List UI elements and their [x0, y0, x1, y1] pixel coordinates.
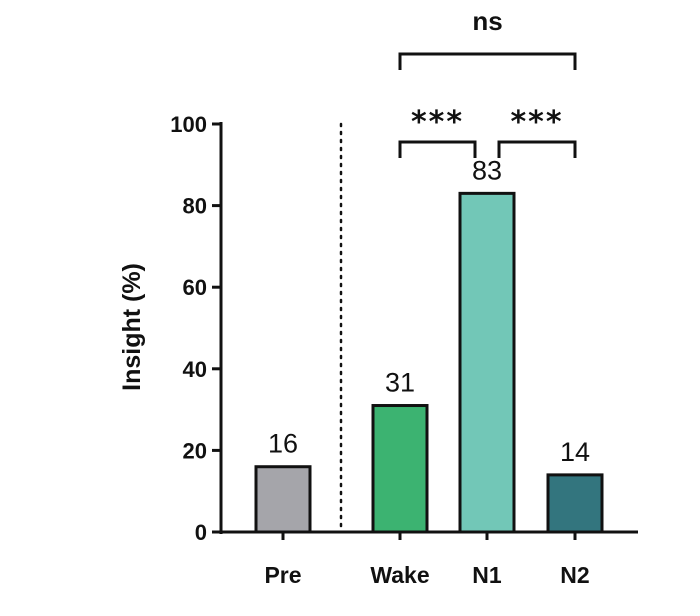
x-tick-label-n1: N1 [472, 562, 502, 588]
significance-bracket [398, 140, 477, 158]
bar-n1 [458, 191, 516, 534]
bars: 16 Pre 31 Wake 83 N1 14 N2 [254, 155, 604, 588]
bar-pre [254, 465, 312, 534]
data-label-wake: 31 [385, 368, 415, 398]
y-axis-title: Insight (%) [118, 263, 146, 391]
x-tick-label-n2: N2 [560, 562, 589, 588]
significance-bracket [398, 52, 577, 70]
significance-label: *** [510, 105, 563, 140]
data-label-n2: 14 [560, 437, 590, 467]
x-tick-label-pre: Pre [264, 562, 301, 588]
y-tick-label: 80 [183, 194, 207, 219]
y-tick-label: 100 [170, 112, 207, 137]
significance-label: ns [472, 6, 502, 36]
y-tick-label: 20 [183, 438, 207, 463]
bar-wake [371, 404, 429, 534]
significance-label: *** [411, 105, 464, 140]
x-tick-label-wake: Wake [370, 562, 429, 588]
y-tick-label: 40 [183, 357, 207, 382]
bar-n2 [546, 473, 604, 534]
y-tick-label: 60 [183, 275, 207, 300]
data-label-pre: 16 [268, 429, 298, 459]
significance-bracket [497, 140, 577, 158]
data-label-n1: 83 [472, 155, 502, 185]
significance-brackets: *** *** ns [398, 6, 577, 158]
y-tick-label: 0 [195, 520, 207, 545]
